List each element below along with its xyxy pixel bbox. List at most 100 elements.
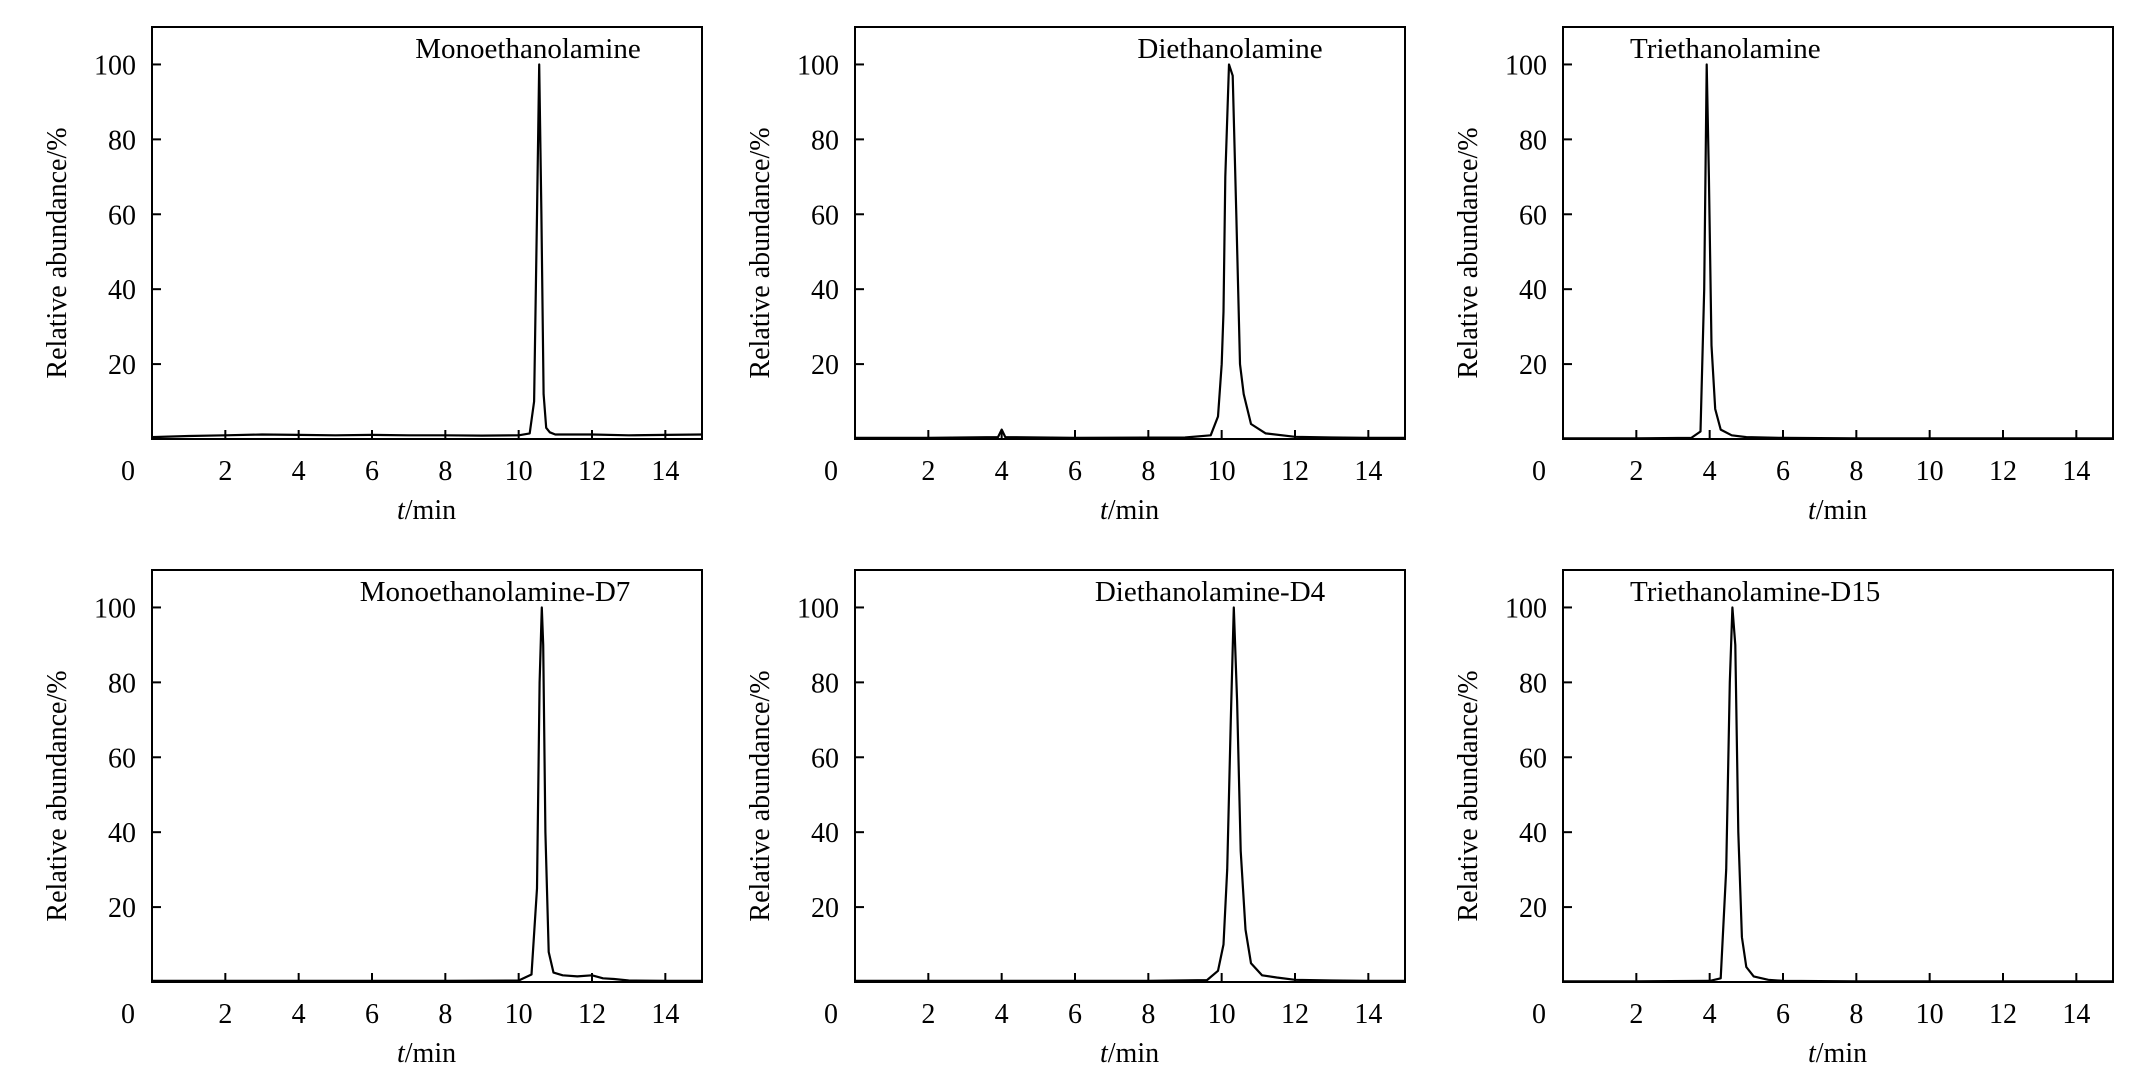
y-tick-label: 100 [797,50,839,81]
x-tick-label: 0 [121,456,135,487]
x-tick-label: 12 [1281,999,1309,1030]
x-tick-label: 14 [651,456,679,487]
x-tick-label: 0 [824,999,838,1030]
x-tick-label: 10 [1208,456,1236,487]
y-axis-title: Relative abundance/% [1453,127,1484,378]
x-tick-label: 6 [365,456,379,487]
y-tick-label: 80 [811,668,839,699]
x-tick-label: 10 [1916,456,1944,487]
y-tick-label: 80 [1519,668,1547,699]
y-tick-label: 40 [1519,275,1547,306]
x-tick-label: 14 [2062,456,2090,487]
y-tick-label: 80 [108,668,136,699]
plot-frame [854,569,1406,983]
panel-title: Monoethanolamine-D7 [360,576,631,608]
x-axis-symbol: t [1100,495,1109,526]
x-tick-label: 12 [1989,999,2017,1030]
x-tick-label: 8 [1141,999,1155,1030]
y-tick-label: 20 [1519,893,1547,924]
x-tick-label: 10 [1916,999,1944,1030]
panel-title: Triethanolamine-D15 [1630,576,1880,608]
x-tick-label: 6 [1068,456,1082,487]
chromatogram-trace [1563,606,2113,983]
panel-title: Diethanolamine [1137,33,1322,65]
chromatogram-trace [152,606,702,983]
y-axis-title: Relative abundance/% [42,670,73,921]
y-tick-label: 40 [811,818,839,849]
x-tick-label: 4 [1703,456,1717,487]
x-tick-label: 10 [505,456,533,487]
y-tick-label: 100 [94,593,136,624]
x-tick-label: 6 [1776,456,1790,487]
y-tick-label: 100 [1505,593,1547,624]
x-tick-label: 6 [1776,999,1790,1030]
x-axis-symbol: t [397,1038,406,1069]
x-tick-label: 12 [578,456,606,487]
y-tick-label: 60 [811,200,839,231]
y-tick-label: 40 [108,818,136,849]
x-tick-label: 0 [1532,456,1546,487]
y-axis-title: Relative abundance/% [745,670,776,921]
y-tick-label: 60 [811,743,839,774]
plot-frame [151,569,703,983]
chart-panel: 0 2 4 6 8 10 12 14 20 40 60 80 100 t/min Relative abun… [1453,569,2114,1069]
x-tick-label: 0 [1532,999,1546,1030]
y-tick-label: 20 [108,893,136,924]
plot-frame [1562,26,2114,440]
x-tick-label: 12 [578,999,606,1030]
x-tick-label: 2 [218,456,232,487]
x-tick-label: 14 [2062,999,2090,1030]
x-axis-symbol: t [397,495,406,526]
x-axis-title: t/min [397,495,456,526]
panel-title: Triethanolamine [1630,33,1821,65]
chart-panel: 0 2 4 6 8 10 12 14 20 40 60 80 100 t/min Relative abun… [745,26,1406,526]
chromatogram-trace [1563,63,2113,440]
y-tick-label: 20 [811,893,839,924]
y-tick-label: 80 [108,125,136,156]
y-tick-label: 20 [811,350,839,381]
panel-title: Monoethanolamine [415,33,641,65]
chart-panel: 0 2 4 6 8 10 12 14 20 40 60 80 100 t/min Relative abun… [42,569,703,1069]
x-axis-unit: /min [1108,495,1159,526]
x-tick-label: 8 [1849,456,1863,487]
x-tick-label: 2 [1629,456,1643,487]
y-tick-label: 100 [94,50,136,81]
y-tick-label: 100 [797,593,839,624]
y-axis-title: Relative abundance/% [42,127,73,378]
chart-panel: 0 2 4 6 8 10 12 14 20 40 60 80 100 t/min Relative abun… [42,26,703,526]
y-tick-label: 40 [811,275,839,306]
y-axis-title: Relative abundance/% [745,127,776,378]
x-tick-label: 8 [438,999,452,1030]
x-axis-title: t/min [1100,495,1159,526]
x-tick-label: 4 [1703,999,1717,1030]
x-tick-label: 4 [995,456,1009,487]
y-tick-label: 80 [1519,125,1547,156]
x-axis-symbol: t [1808,495,1817,526]
x-tick-label: 2 [921,999,935,1030]
x-axis-symbol: t [1100,1038,1109,1069]
y-tick-label: 40 [1519,818,1547,849]
x-tick-label: 8 [1141,456,1155,487]
x-tick-label: 4 [292,999,306,1030]
plot-frame [854,26,1406,440]
x-axis-title: t/min [1808,1038,1867,1069]
chromatogram-trace [855,606,1405,983]
chart-panel: 0 2 4 6 8 10 12 14 20 40 60 80 100 t/min Relative abun… [1453,26,2114,526]
x-axis-title: t/min [1100,1038,1159,1069]
x-tick-label: 4 [292,456,306,487]
x-tick-label: 8 [438,456,452,487]
x-tick-label: 12 [1281,456,1309,487]
x-tick-label: 10 [505,999,533,1030]
x-axis-unit: /min [1816,495,1867,526]
y-tick-label: 60 [1519,743,1547,774]
x-tick-label: 14 [1354,456,1382,487]
x-tick-label: 4 [995,999,1009,1030]
y-tick-label: 100 [1505,50,1547,81]
y-tick-label: 40 [108,275,136,306]
y-tick-label: 60 [108,200,136,231]
y-tick-label: 20 [108,350,136,381]
plot-frame [151,26,703,440]
x-tick-label: 0 [121,999,135,1030]
